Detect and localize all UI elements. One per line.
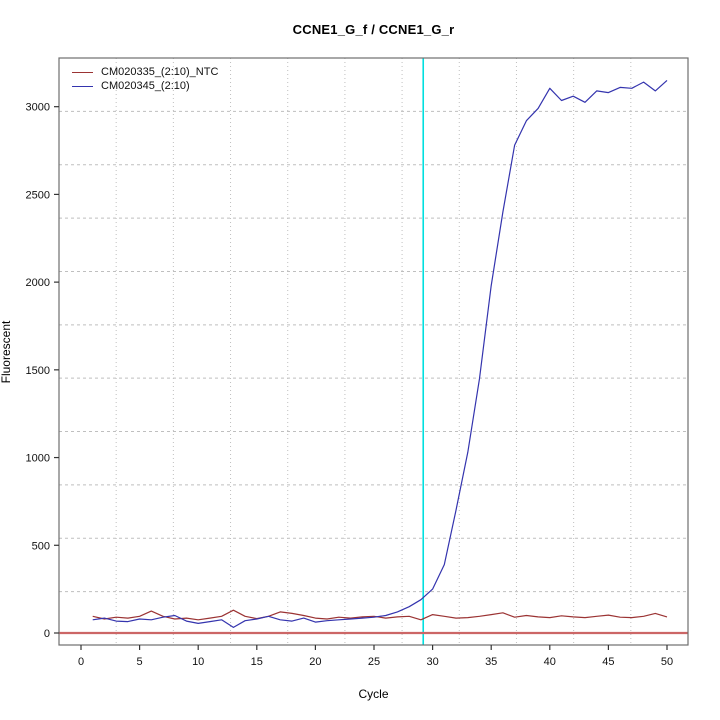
x-tick-label: 0: [78, 656, 84, 668]
chart-title: CCNE1_G_f / CCNE1_G_r: [292, 22, 455, 37]
x-tick-label: 10: [192, 656, 204, 668]
y-tick-label: 1000: [26, 453, 50, 465]
plot-frame: [58, 57, 689, 646]
x-axis-label: Cycle: [358, 687, 389, 701]
x-tick-label: 45: [602, 656, 614, 668]
y-axis-label: Fluorescent: [0, 320, 13, 384]
y-tick-label: 3000: [26, 102, 50, 114]
y-tick-label: 500: [32, 540, 50, 552]
x-tick-label: 50: [661, 656, 673, 668]
legend-item-label: CM020345_(2:10): [101, 80, 190, 92]
legend-item: CM020335_(2:10)_NTC: [72, 65, 218, 79]
y-tick-label: 2000: [26, 277, 50, 289]
sample-line-swatch: [72, 85, 93, 87]
x-tick-label: 25: [368, 656, 380, 668]
x-tick-label: 30: [426, 656, 438, 668]
legend-item-label: CM020335_(2:10)_NTC: [101, 66, 219, 78]
series-line-ntc: [92, 609, 668, 621]
y-tick-label: 2500: [26, 189, 50, 201]
x-tick-label: 40: [544, 656, 556, 668]
ntc-line-swatch: [72, 71, 93, 73]
x-tick-label: 15: [251, 656, 263, 668]
x-tick-label: 35: [485, 656, 497, 668]
legend-item: CM020345_(2:10): [72, 79, 218, 93]
y-tick-label: 0: [44, 628, 50, 640]
x-tick-label: 20: [309, 656, 321, 668]
series-line-sample: [92, 79, 668, 629]
y-tick-label: 1500: [26, 365, 50, 377]
legend: CM020335_(2:10)_NTC CM020345_(2:10): [72, 65, 218, 93]
x-tick-label: 5: [137, 656, 143, 668]
